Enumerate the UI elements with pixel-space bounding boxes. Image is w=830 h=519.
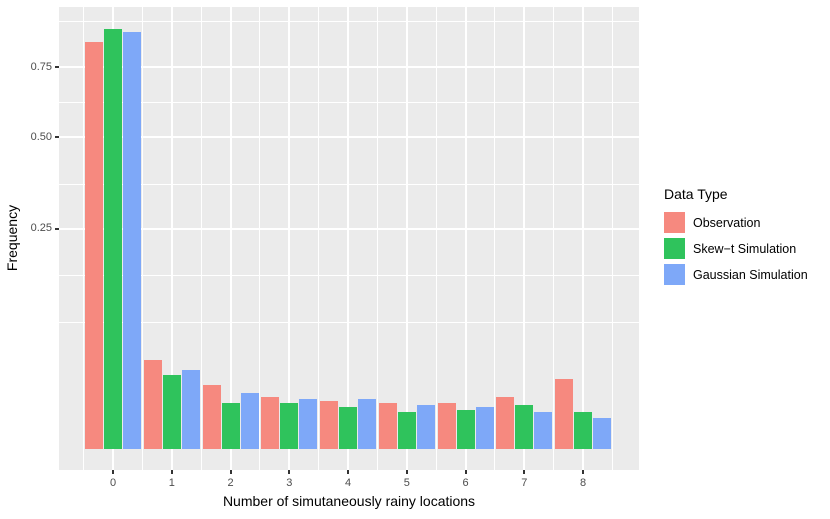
bar-gaussian-simulation-x1	[181, 370, 200, 449]
minor-gridline-vertical	[318, 7, 320, 470]
x-tick-mark	[288, 470, 291, 474]
minor-gridline-vertical	[376, 7, 378, 470]
bar-gaussian-simulation-x0	[123, 31, 141, 449]
major-gridline-vertical	[288, 7, 291, 470]
bar-skew-t-simulation-x6	[456, 409, 475, 449]
y-tick-mark	[55, 66, 59, 69]
bar-skew-t-simulation-x1	[162, 375, 181, 449]
bar-skew-t-simulation-x5	[397, 412, 416, 449]
x-tick-mark	[229, 470, 232, 474]
x-tick-mark	[523, 470, 526, 474]
legend: Data Type Observation Skew−t Simulation Ga…	[658, 186, 828, 290]
x-tick-mark	[405, 470, 408, 474]
minor-gridline-vertical	[200, 7, 202, 470]
x-axis-title: Number of simutaneously rainy locations	[222, 493, 476, 509]
minor-gridline-vertical	[553, 7, 555, 470]
major-gridline-vertical	[347, 7, 349, 470]
bar-skew-t-simulation-x2	[221, 402, 240, 449]
bar-observation-x4	[320, 400, 338, 449]
x-tick-label: 4	[344, 477, 352, 489]
y-tick-label: 0.25	[30, 222, 52, 234]
x-tick-label: 8	[579, 477, 587, 489]
bar-observation-x6	[437, 402, 456, 449]
bar-gaussian-simulation-x7	[534, 412, 553, 449]
bar-observation-x8	[555, 379, 573, 449]
x-tick-mark	[347, 470, 349, 474]
bar-skew-t-simulation-x3	[280, 402, 299, 449]
x-tick-mark	[112, 470, 114, 474]
y-tick-mark	[55, 227, 59, 230]
bar-gaussian-simulation-x8	[593, 417, 611, 449]
legend-key-swatch	[664, 212, 685, 233]
bar-skew-t-simulation-x7	[515, 404, 534, 449]
x-tick-label: 2	[227, 477, 234, 489]
legend-item-list: Observation Skew−t Simulation Gaussian Sim…	[658, 212, 828, 285]
minor-gridline-vertical	[83, 7, 85, 470]
x-tick-mark	[170, 470, 173, 474]
minor-gridline-vertical	[141, 7, 143, 470]
bar-gaussian-simulation-x6	[475, 407, 494, 449]
legend-item: Skew−t Simulation	[664, 238, 828, 259]
bar-gaussian-simulation-x2	[240, 393, 259, 449]
major-gridline-vertical	[405, 7, 408, 470]
legend-item: Observation	[664, 212, 828, 233]
minor-gridline-horizontal	[59, 274, 639, 276]
major-gridline-vertical	[582, 7, 584, 470]
bar-observation-x3	[261, 396, 280, 449]
bar-gaussian-simulation-x4	[358, 398, 376, 449]
x-tick-label: 3	[286, 477, 293, 489]
minor-gridline-horizontal	[59, 101, 639, 103]
minor-gridline-vertical	[611, 7, 613, 470]
x-tick-label: 0	[109, 477, 117, 489]
major-gridline-horizontal	[59, 227, 639, 230]
bar-skew-t-simulation-x4	[339, 407, 357, 449]
bar-gaussian-simulation-x3	[299, 398, 318, 449]
plot-panel	[59, 7, 639, 470]
bar-observation-x5	[378, 402, 397, 449]
bar-observation-x1	[143, 359, 162, 449]
legend-item-label: Skew−t Simulation	[693, 241, 797, 256]
x-tick-mark	[582, 470, 584, 474]
legend-item: Gaussian Simulation	[664, 264, 828, 285]
bar-observation-x7	[496, 396, 515, 449]
legend-key-swatch	[664, 264, 685, 285]
minor-gridline-vertical	[259, 7, 261, 470]
minor-gridline-horizontal	[59, 183, 639, 185]
x-tick-label: 6	[462, 477, 469, 489]
y-tick-mark	[55, 136, 59, 139]
x-tick-mark	[464, 470, 467, 474]
major-gridline-horizontal	[59, 66, 639, 69]
legend-item-label: Observation	[693, 215, 761, 230]
legend-key-swatch	[664, 238, 685, 259]
bar-skew-t-simulation-x0	[104, 29, 122, 449]
minor-gridline-vertical	[435, 7, 437, 470]
major-gridline-vertical	[523, 7, 526, 470]
major-gridline-vertical	[170, 7, 173, 470]
legend-item-label: Gaussian Simulation	[693, 267, 808, 282]
bar-gaussian-simulation-x5	[416, 404, 435, 449]
x-tick-label: 7	[521, 477, 528, 489]
bar-observation-x0	[85, 42, 103, 449]
y-tick-label: 0.50	[30, 130, 52, 143]
x-tick-label: 5	[403, 477, 410, 489]
major-gridline-horizontal	[59, 136, 639, 139]
y-axis-title: Frequency	[4, 204, 20, 272]
minor-gridline-horizontal	[59, 21, 639, 23]
bar-observation-x2	[202, 385, 221, 449]
major-gridline-vertical	[464, 7, 467, 470]
minor-gridline-horizontal	[59, 321, 639, 323]
legend-title: Data Type	[664, 186, 728, 202]
x-tick-label: 1	[168, 477, 175, 489]
minor-gridline-vertical	[494, 7, 496, 470]
bar-skew-t-simulation-x8	[574, 412, 592, 449]
y-tick-label: 0.75	[30, 60, 52, 73]
major-gridline-vertical	[229, 7, 232, 470]
